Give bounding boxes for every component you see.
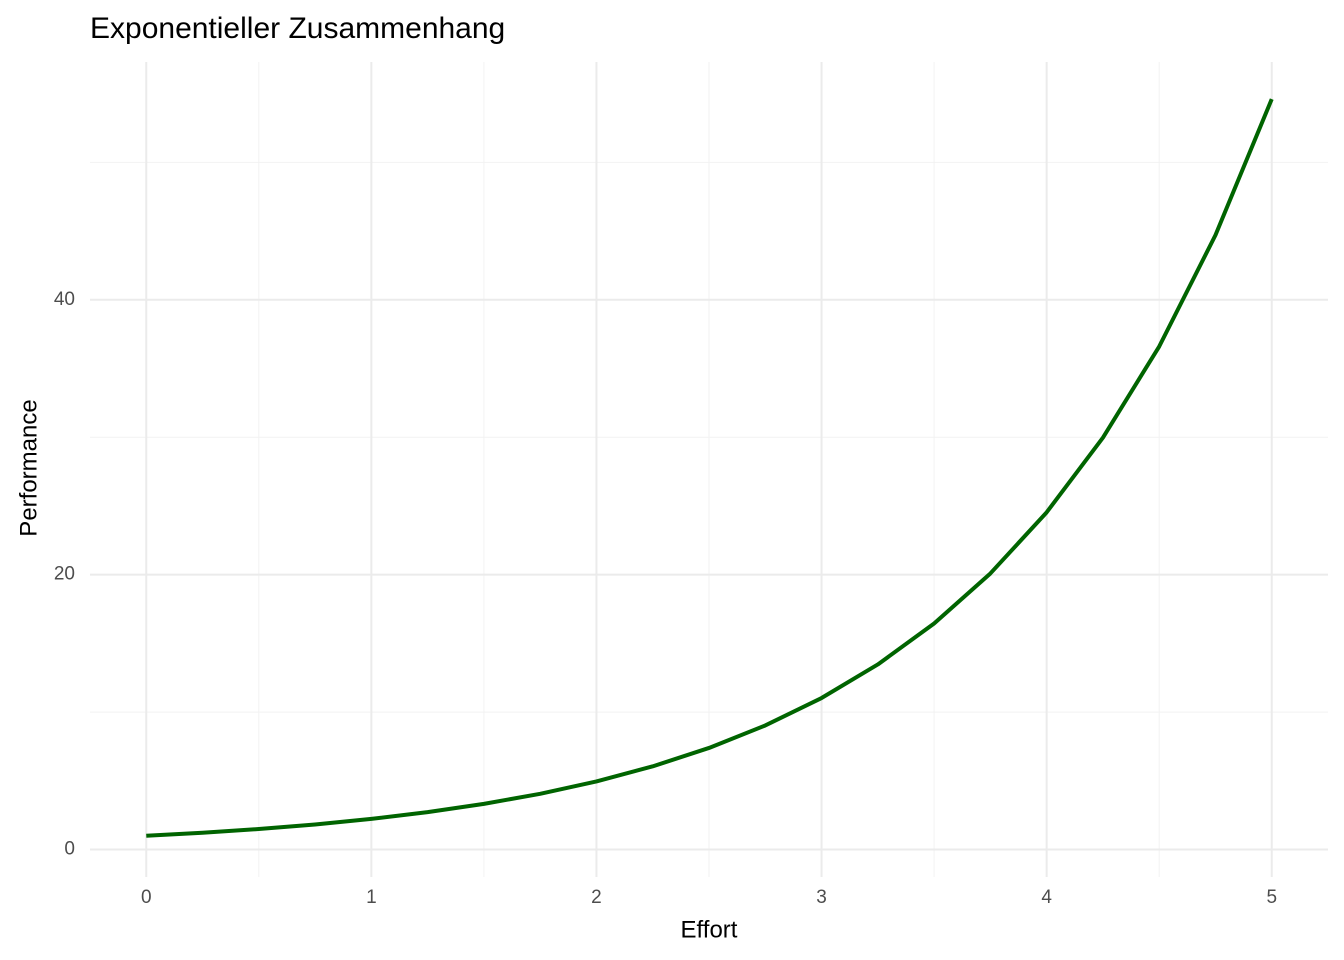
line bbox=[146, 98, 1274, 838]
x-tick-label: 3 bbox=[816, 887, 827, 908]
x-tick-label: 4 bbox=[1041, 887, 1052, 908]
y-axis-title: Performance bbox=[15, 399, 42, 536]
y-tick-label: 40 bbox=[54, 289, 75, 310]
y-tick-label: 0 bbox=[64, 839, 75, 860]
x-tick-label: 1 bbox=[366, 887, 377, 908]
x-tick-label: 2 bbox=[591, 887, 602, 908]
x-axis-title: Effort bbox=[681, 916, 738, 943]
y-tick-label: 20 bbox=[54, 564, 75, 585]
x-tick-label: 0 bbox=[141, 887, 152, 908]
chart-title: Exponentieller Zusammenhang bbox=[90, 12, 505, 45]
x-tick-label: 5 bbox=[1266, 887, 1277, 908]
